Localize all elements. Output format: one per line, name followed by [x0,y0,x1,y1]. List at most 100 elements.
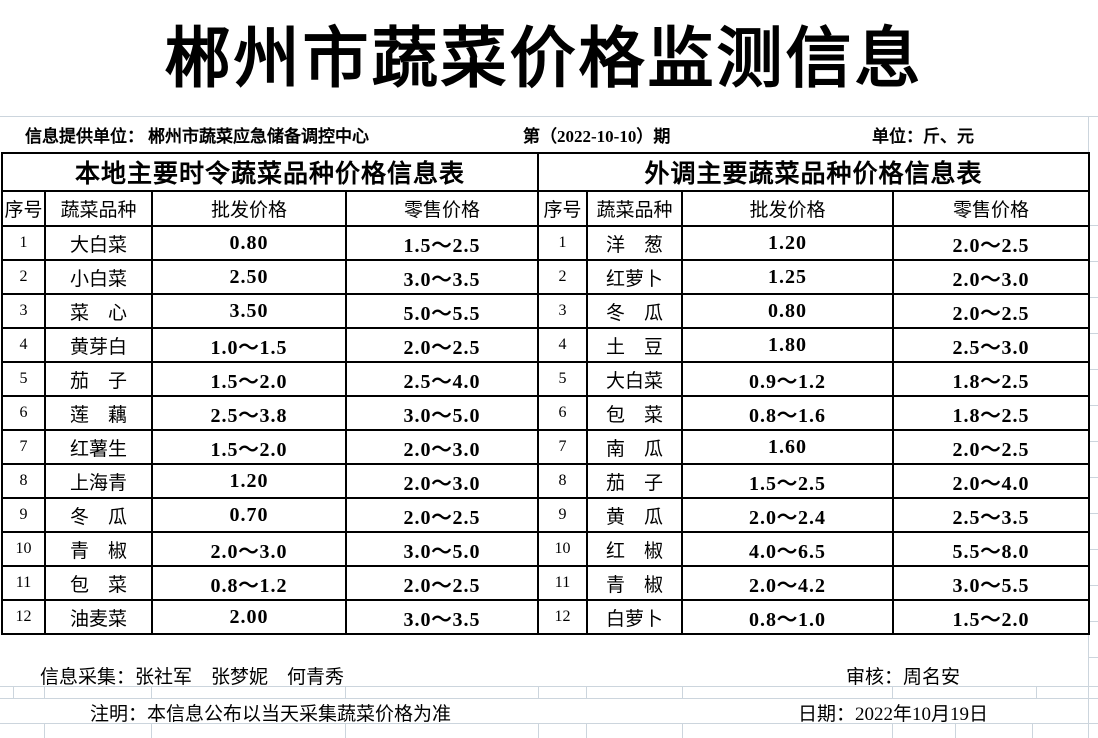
collectors-text: 信息采集：张社军 张梦妮 何青秀 [40,667,345,688]
wholesale-price-cell: 2.0～3.0 [151,531,347,567]
gridline [538,686,539,698]
wholesale-price-cell: 0.70 [151,497,347,533]
row-number-cell: 4 [1,327,46,363]
vegetable-name-cell: 青 椒 [44,531,153,567]
table-row: 11 包 菜 0.8～1.2 2.0～2.5 [1,565,540,601]
gridline [0,723,1098,724]
row-number-cell: 8 [1,463,46,499]
row-number-cell: 5 [1,361,46,397]
provider-label: 信息提供单位： [25,127,144,146]
retail-price-cell: 2.5～3.5 [891,497,1091,533]
vegetable-name-cell: 冬 瓜 [586,293,683,329]
gridline [1088,549,1098,550]
gridline [1088,225,1098,226]
row-number-cell: 7 [1,429,46,465]
retail-price-cell: 2.0～2.5 [891,293,1091,329]
wholesale-price-cell: 1.5～2.5 [681,463,894,499]
vegetable-name-cell: 莲 藕 [44,395,153,431]
vegetable-name-cell: 红萝卜 [586,259,683,295]
gridline [0,686,1098,687]
col-header-wholesale: 批发价格 [681,190,894,227]
wholesale-price-cell: 0.8～1.6 [681,395,894,431]
unit-label: 单位：斤、元 [872,127,974,146]
wholesale-price-cell: 2.50 [151,259,347,295]
gridline [586,686,587,698]
gridline [1088,441,1098,442]
vegetable-name-cell: 南 瓜 [586,429,683,465]
retail-price-cell: 3.0～3.5 [344,599,540,635]
row-number-cell: 6 [1,395,46,431]
vegetable-name-cell: 包 菜 [44,565,153,601]
wholesale-price-cell: 2.5～3.8 [151,395,347,431]
row-number-cell: 10 [537,531,588,567]
vegetable-name-cell: 大白菜 [44,225,153,261]
col-header-retail: 零售价格 [891,190,1091,227]
retail-price-cell: 2.0～3.0 [344,429,540,465]
table-row: 10 青 椒 2.0～3.0 3.0～5.0 [1,531,540,567]
local-table-title: 本地主要时令蔬菜品种价格信息表 [0,152,540,192]
gridline [1088,513,1098,514]
wholesale-price-cell: 0.8～1.0 [681,599,894,635]
retail-price-cell: 2.5～3.0 [891,327,1091,363]
retail-price-cell: 2.0～2.5 [891,429,1091,465]
vegetable-name-cell: 黄 瓜 [586,497,683,533]
vegetable-name-cell: 油麦菜 [44,599,153,635]
wholesale-price-cell: 1.25 [681,259,894,295]
vegetable-name-cell: 黄芽白 [44,327,153,363]
table-row: 12 白萝卜 0.8～1.0 1.5～2.0 [537,599,1091,635]
row-number-cell: 8 [537,463,588,499]
wholesale-price-cell: 1.5～2.0 [151,361,347,397]
issue-number: 第（2022-10-10）期 [523,127,671,146]
retail-price-cell: 5.0～5.5 [344,293,540,329]
vegetable-name-cell: 红薯生 [44,429,153,465]
vegetable-name-cell: 白萝卜 [586,599,683,635]
col-header-no: 序号 [537,190,588,227]
vegetable-name-cell: 茄 子 [44,361,153,397]
vegetable-name-cell: 土 豆 [586,327,683,363]
retail-price-cell: 3.0～5.5 [891,565,1091,601]
col-header-wholesale: 批发价格 [151,190,347,227]
retail-price-cell: 2.0～2.5 [344,327,540,363]
retail-price-cell: 1.8～2.5 [891,395,1091,431]
gridline [13,686,14,698]
vegetable-name-cell: 菜 心 [44,293,153,329]
row-number-cell: 7 [537,429,588,465]
table-row: 10 红 椒 4.0～6.5 5.5～8.0 [537,531,1091,567]
gridline [892,686,893,698]
gridline [44,723,45,738]
gridline [151,686,152,698]
table-row: 4 黄芽白 1.0～1.5 2.0～2.5 [1,327,540,363]
table-row: 12 油麦菜 2.00 3.0～3.5 [1,599,540,635]
gridline [1088,261,1098,262]
row-number-cell: 11 [1,565,46,601]
vegetable-name-cell: 青 椒 [586,565,683,601]
row-number-cell: 9 [1,497,46,533]
gridline [1088,333,1098,334]
page-title: 郴州市蔬菜价格监测信息 [164,23,924,96]
retail-price-cell: 2.0～3.0 [891,259,1091,295]
wholesale-price-cell: 0.80 [681,293,894,329]
external-table-title: 外调主要蔬菜品种价格信息表 [536,152,1091,192]
row-number-cell: 4 [537,327,588,363]
table-row: 7 红薯生 1.5～2.0 2.0～3.0 [1,429,540,465]
gridline [1088,477,1098,478]
auditor-text: 审核：周名安 [846,667,961,688]
gridline [0,698,1098,699]
retail-price-cell: 2.0～2.5 [344,565,540,601]
gridline [1088,405,1098,406]
vegetable-name-cell: 冬 瓜 [44,497,153,533]
gridline [1088,369,1098,370]
row-number-cell: 9 [537,497,588,533]
gridline [1032,723,1033,738]
gridline [1036,686,1037,698]
retail-price-cell: 5.5～8.0 [891,531,1091,567]
column-header-row: 序号 蔬菜品种 批发价格 零售价格 [1,190,540,227]
